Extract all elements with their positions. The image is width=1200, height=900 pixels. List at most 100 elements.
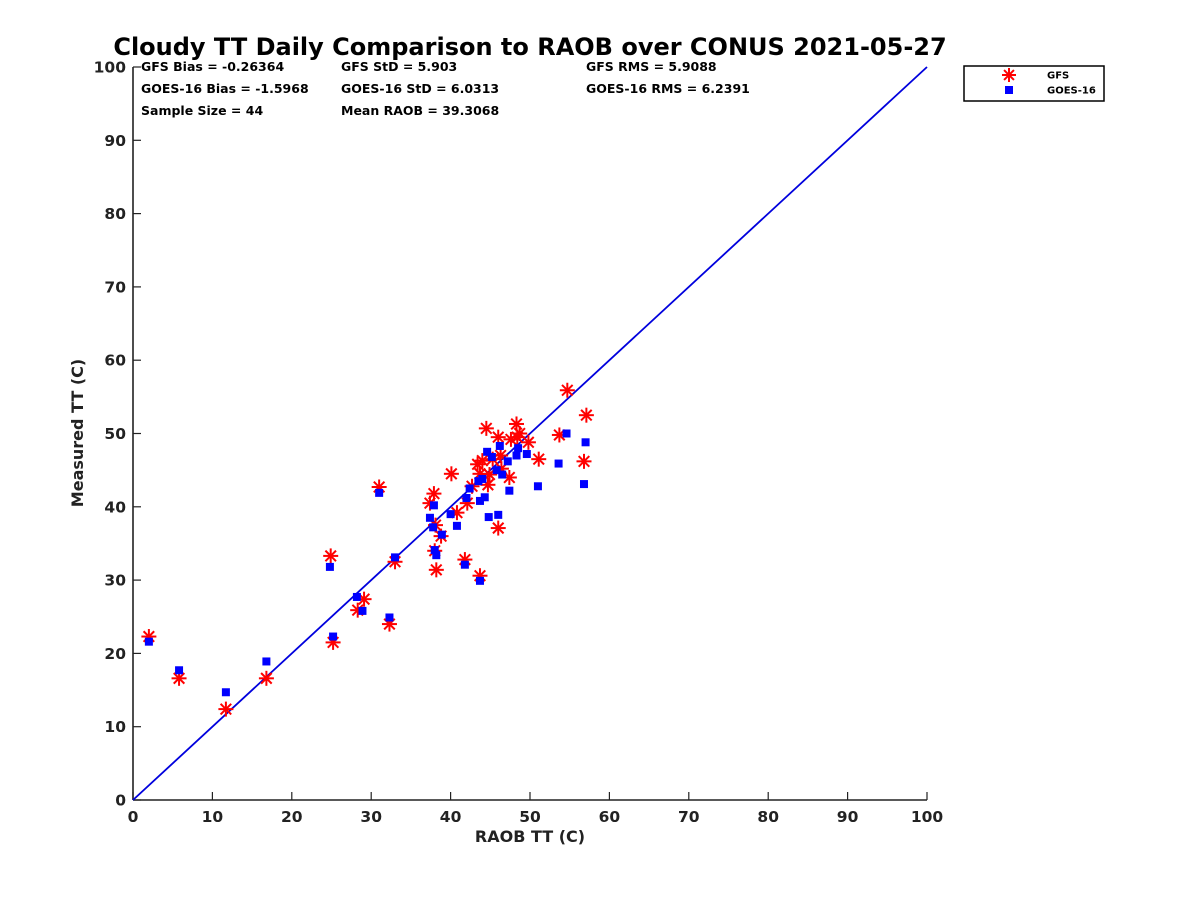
data-point-goes16 [483,447,492,456]
asterisk-stroke [494,449,507,462]
data-point-goes16 [358,606,367,615]
asterisk-stroke [173,672,186,685]
data-point-goes16 [512,451,521,460]
y-tick-label: 100 [94,59,127,77]
data-point-goes16 [475,496,484,505]
asterisk-stroke [427,487,440,500]
data-point-goes16 [221,688,230,697]
asterisk-stroke [351,604,364,617]
asterisk-stroke [461,497,474,510]
data-point-goes16 [492,466,501,475]
one-to-one-line [132,66,928,801]
asterisk-stroke [358,593,371,606]
data-point-goes16 [425,513,434,522]
data-point-gfs [478,420,494,436]
data-point-gfs [576,453,592,469]
asterisk-stroke [510,417,523,430]
data-point-goes16 [494,510,503,519]
data-point-goes16 [554,459,563,468]
asterisk-stroke [476,454,489,467]
stat-text: Mean RAOB = 39.3068 [341,103,499,118]
data-point-gfs [503,431,519,447]
x-tick-label: 0 [128,808,139,826]
data-point-gfs [531,451,547,467]
data-point-goes16 [503,457,512,466]
asterisk-stroke [577,455,591,468]
asterisk-stroke [1003,69,1015,81]
data-point-goes16 [391,553,400,562]
y-tick-label: 0 [115,792,126,810]
data-point-gfs [578,407,594,423]
stat-text: GFS RMS = 5.9088 [586,59,717,74]
data-point-goes16 [352,592,361,601]
data-point-gfs [559,382,575,398]
series-gfs [141,382,594,717]
data-point-gfs [443,466,459,482]
asterisk-stroke [324,549,337,562]
reference-line-group [132,66,928,801]
data-point-gfs [520,434,536,450]
data-points [141,382,594,717]
asterisk-stroke [580,409,593,422]
legend-label: GFS [1047,71,1069,82]
data-point-goes16 [262,657,271,666]
y-tick-label: 10 [104,718,126,736]
legend-box [963,65,1105,102]
asterisk-stroke [504,433,517,446]
x-tick-label: 20 [281,808,303,826]
legend-label: GOES-16 [1047,86,1096,97]
data-point-goes16 [480,493,489,502]
data-point-goes16 [522,450,531,459]
asterisk-stroke [260,672,273,685]
data-point-goes16 [329,632,338,641]
asterisk-stroke [219,703,232,716]
x-tick-label: 80 [757,808,779,826]
data-point-gfs [323,548,339,564]
y-tick-label: 60 [104,352,126,370]
data-point-gfs [258,670,274,686]
data-point-goes16 [430,546,439,555]
data-point-gfs [218,701,234,717]
data-point-goes16 [452,521,461,530]
data-point-goes16 [375,488,384,497]
stat-text: GOES-16 Bias = -1.5968 [141,81,309,96]
stat-text: GFS Bias = -0.26364 [141,59,284,74]
y-tick-label: 40 [104,498,126,516]
data-point-goes16 [495,441,504,450]
y-tick-label: 80 [104,205,126,223]
data-point-goes16 [437,530,446,539]
data-point-goes16 [385,613,394,622]
legend: GFS GOES-16 [963,65,1105,102]
y-tick-label: 20 [104,645,126,663]
data-point-goes16 [475,576,484,585]
data-point-goes16 [562,429,571,438]
asterisk-stroke [492,522,505,535]
data-point-gfs [474,453,490,469]
stat-text: GOES-16 RMS = 6.2391 [586,81,750,96]
asterisk-stroke [445,467,458,480]
stat-text: Sample Size = 44 [141,103,263,118]
x-tick-label: 70 [678,808,700,826]
data-point-goes16 [446,510,455,519]
x-tick-label: 10 [202,808,224,826]
data-point-goes16 [325,562,334,571]
legend-marker-goes16 [1005,86,1013,94]
asterisk-stroke [481,478,494,491]
y-tick-label: 70 [104,278,126,296]
y-axis-label: Measured TT (C) [68,359,87,507]
data-point-goes16 [144,637,153,646]
chart-title: Cloudy TT Daily Comparison to RAOB over … [113,33,946,61]
asterisk-stroke [522,436,535,449]
asterisk-stroke [480,422,493,435]
x-tick-label: 60 [599,808,621,826]
asterisk-stroke [513,427,526,440]
stat-text: GFS StD = 5.903 [341,59,457,74]
data-point-goes16 [581,438,590,447]
y-tick-label: 50 [104,425,126,443]
x-tick-label: 40 [440,808,462,826]
y-tick-label: 30 [104,572,126,590]
x-tick-label: 50 [519,808,541,826]
data-point-goes16 [484,513,493,522]
data-point-gfs [490,520,506,536]
